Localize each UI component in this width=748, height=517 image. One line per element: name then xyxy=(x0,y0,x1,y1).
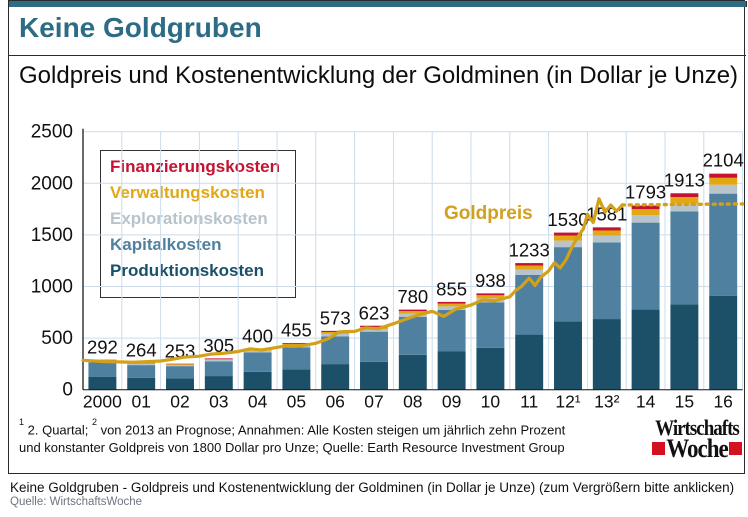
svg-text:1000: 1000 xyxy=(31,277,73,298)
svg-text:04: 04 xyxy=(248,392,268,412)
svg-text:573: 573 xyxy=(320,308,351,329)
svg-text:14: 14 xyxy=(636,392,656,412)
svg-text:02: 02 xyxy=(170,392,189,412)
svg-text:2500: 2500 xyxy=(31,122,73,143)
svg-text:855: 855 xyxy=(436,278,467,299)
svg-text:2000: 2000 xyxy=(83,392,122,412)
svg-text:400: 400 xyxy=(242,325,273,346)
svg-text:1233: 1233 xyxy=(509,239,550,260)
svg-text:01: 01 xyxy=(131,392,150,412)
svg-text:06: 06 xyxy=(325,392,344,412)
svg-text:10: 10 xyxy=(481,392,501,412)
svg-text:1913: 1913 xyxy=(664,169,705,190)
svg-text:12¹: 12¹ xyxy=(555,392,580,412)
svg-text:455: 455 xyxy=(281,320,312,341)
svg-text:08: 08 xyxy=(403,392,422,412)
svg-text:1500: 1500 xyxy=(31,225,73,246)
svg-text:03: 03 xyxy=(209,392,228,412)
svg-text:292: 292 xyxy=(87,337,118,358)
svg-text:15: 15 xyxy=(675,392,694,412)
svg-text:13²: 13² xyxy=(594,392,619,412)
svg-text:Goldpreis: Goldpreis xyxy=(444,203,533,224)
svg-text:264: 264 xyxy=(126,339,157,360)
svg-text:07: 07 xyxy=(364,392,383,412)
svg-text:09: 09 xyxy=(442,392,461,412)
svg-text:05: 05 xyxy=(287,392,306,412)
svg-text:623: 623 xyxy=(359,302,390,323)
svg-text:938: 938 xyxy=(475,270,506,291)
svg-text:2000: 2000 xyxy=(31,173,73,194)
svg-text:16: 16 xyxy=(713,392,732,412)
svg-text:0: 0 xyxy=(62,380,73,401)
svg-text:11: 11 xyxy=(520,392,538,412)
svg-text:2104: 2104 xyxy=(703,150,744,171)
svg-text:500: 500 xyxy=(41,328,73,349)
svg-text:780: 780 xyxy=(397,286,428,307)
svg-text:1793: 1793 xyxy=(625,182,666,203)
